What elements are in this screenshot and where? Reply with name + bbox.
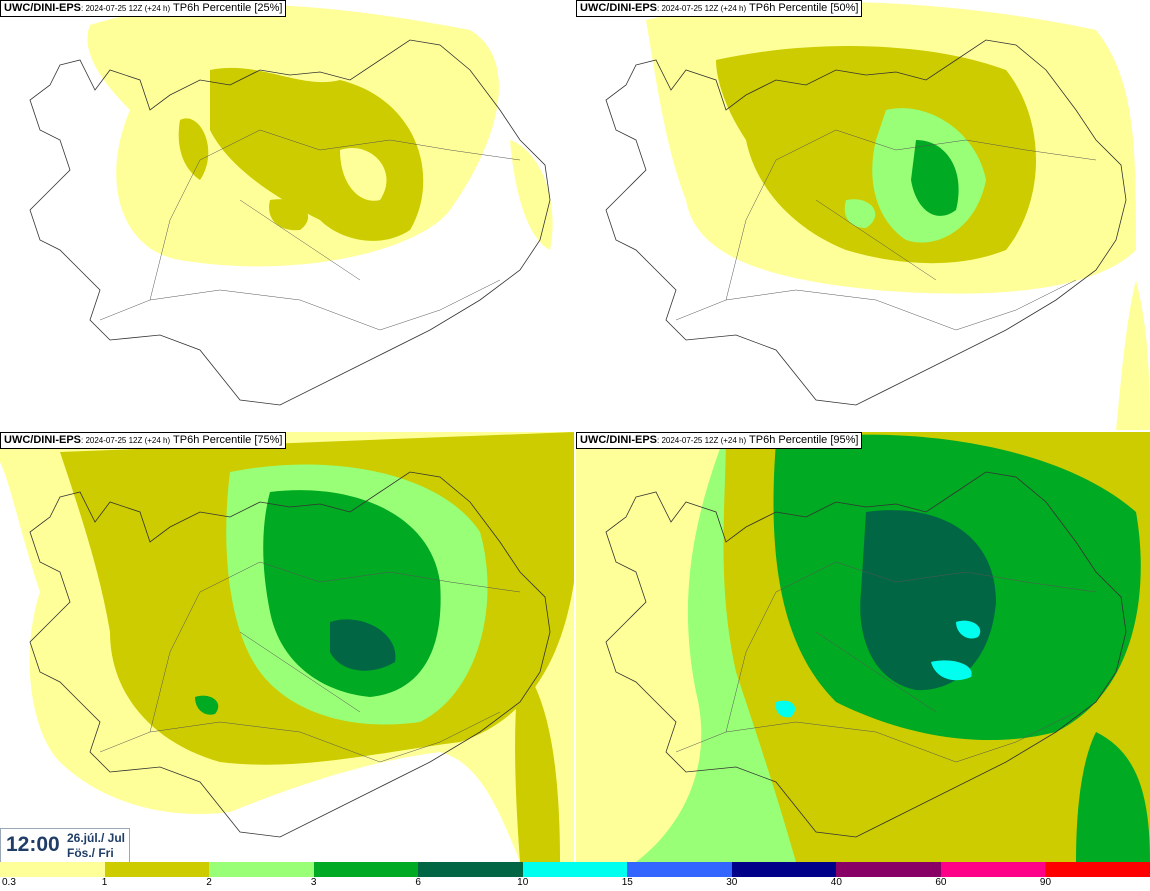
panel-title: UWC/DINI-EPS: 2024-07-25 12Z (+24 h) TP6… bbox=[0, 0, 287, 17]
colorbar-label: 30 bbox=[726, 877, 738, 888]
valid-date: 26.júl./ Jul bbox=[67, 831, 126, 845]
precip-field bbox=[87, 4, 553, 267]
colorbar-segment bbox=[522, 862, 628, 877]
colorbar-segment bbox=[836, 862, 941, 877]
colorbar-label: 6 bbox=[415, 877, 421, 888]
precip-map-75 bbox=[0, 432, 574, 862]
map-panel-25: UWC/DINI-EPS: 2024-07-25 12Z (+24 h) TP6… bbox=[0, 0, 574, 430]
colorbar-label: 60 bbox=[935, 877, 947, 888]
colorbar-segment bbox=[1045, 862, 1150, 877]
precip-field bbox=[576, 432, 1150, 862]
road-network bbox=[99, 561, 521, 763]
colorbar-segment bbox=[627, 862, 732, 877]
precip-field bbox=[646, 1, 1150, 430]
road-network bbox=[675, 561, 1097, 763]
precip-map-95 bbox=[576, 432, 1150, 862]
map-panel-95: UWC/DINI-EPS: 2024-07-25 12Z (+24 h) TP6… bbox=[576, 432, 1150, 862]
valid-weekday: Fös./ Fri bbox=[67, 846, 114, 860]
colorbar-segment bbox=[104, 862, 210, 877]
road-network bbox=[675, 129, 1097, 331]
map-panel-75: UWC/DINI-EPS: 2024-07-25 12Z (+24 h) TP6… bbox=[0, 432, 574, 862]
colorbar-segment bbox=[0, 862, 105, 877]
valid-time: 12:00 bbox=[6, 833, 60, 856]
coastline bbox=[605, 39, 1127, 406]
coastline bbox=[29, 471, 551, 838]
colorbar-label: 15 bbox=[621, 877, 633, 888]
road-network bbox=[99, 129, 521, 331]
panel-title: UWC/DINI-EPS: 2024-07-25 12Z (+24 h) TP6… bbox=[576, 432, 863, 449]
precip-field bbox=[0, 432, 574, 862]
precip-map-50 bbox=[605, 1, 1150, 430]
panel-title: UWC/DINI-EPS: 2024-07-25 12Z (+24 h) TP6… bbox=[0, 432, 287, 449]
precip-map-25 bbox=[29, 4, 553, 406]
colorbar-label: 3 bbox=[310, 877, 317, 888]
colorbar-segment bbox=[313, 862, 419, 877]
valid-time-box: 12:00 26.júl./ Jul Fös./ Fri bbox=[0, 828, 130, 863]
colorbar-segment bbox=[209, 862, 314, 877]
colorbar-segment bbox=[418, 862, 523, 877]
precip-colorbar-legend: 0.3 1 2 3 6 10 15 30 40 60 90 bbox=[0, 862, 1150, 891]
colorbar-label: 1 bbox=[101, 877, 108, 888]
coastline bbox=[605, 471, 1127, 838]
colorbar-label: 90 bbox=[1039, 877, 1052, 888]
colorbar-label: 10 bbox=[517, 877, 529, 888]
colorbar-segment bbox=[940, 862, 1046, 877]
colorbar-label: 2 bbox=[206, 877, 212, 888]
coastline bbox=[29, 39, 551, 406]
map-panel-50: UWC/DINI-EPS: 2024-07-25 12Z (+24 h) TP6… bbox=[576, 0, 1150, 430]
colorbar-label: 40 bbox=[830, 877, 842, 888]
panel-title: UWC/DINI-EPS: 2024-07-25 12Z (+24 h) TP6… bbox=[576, 0, 863, 17]
colorbar-segment bbox=[731, 862, 837, 877]
colorbar-label: 0.3 bbox=[2, 877, 16, 888]
